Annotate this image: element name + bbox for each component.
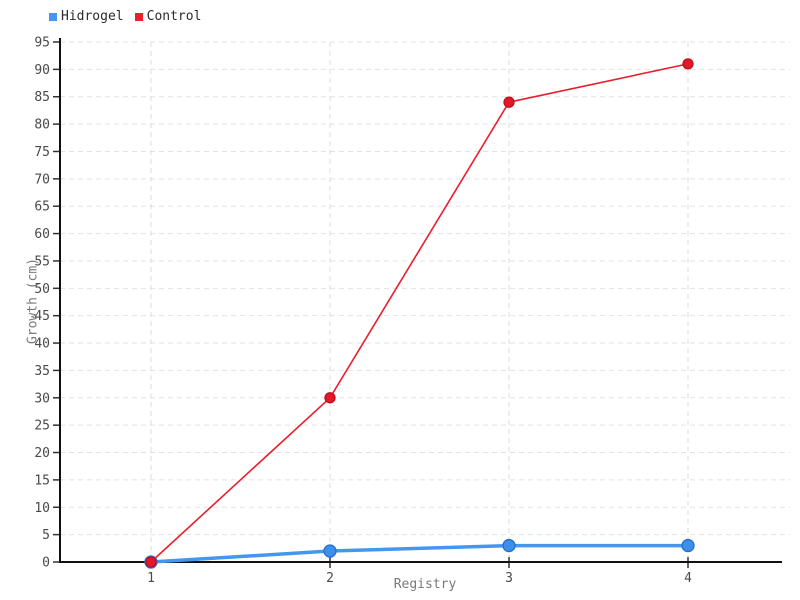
legend-label: Hidrogel <box>61 9 124 24</box>
y-axis-title: Growth (cm) <box>25 257 41 345</box>
x-axis-title: Registry <box>393 577 457 592</box>
y-tick-label: 80 <box>34 118 50 133</box>
y-tick-label: 15 <box>34 473 50 488</box>
data-point-control <box>145 556 157 568</box>
y-tick-label: 45 <box>34 309 50 324</box>
data-point-control <box>503 96 515 108</box>
y-tick-label: 30 <box>34 391 50 406</box>
x-tick-label: 2 <box>326 571 334 586</box>
y-tick-label: 70 <box>34 172 50 187</box>
y-tick-label: 95 <box>34 36 50 51</box>
data-point-hidrogel <box>323 544 337 558</box>
x-tick-label: 3 <box>505 571 513 586</box>
y-tick-label: 25 <box>34 419 50 434</box>
control-swatch-icon <box>134 12 143 21</box>
data-point-hidrogel <box>681 538 695 553</box>
series-line-control <box>150 63 689 563</box>
y-tick-label: 5 <box>42 528 50 543</box>
y-tick-label: 40 <box>34 337 50 352</box>
data-point-hidrogel <box>502 538 516 553</box>
hidrogel-swatch-icon <box>49 12 57 21</box>
y-tick-label: 0 <box>42 556 50 571</box>
y-tick-label: 10 <box>34 501 50 516</box>
x-tick-label: 4 <box>684 571 692 586</box>
legend-item-hidrogel[interactable]: Hidrogel <box>49 10 124 23</box>
series-line-hidrogel <box>149 543 690 564</box>
y-tick-label: 20 <box>34 446 50 461</box>
y-tick-label: 35 <box>34 364 50 379</box>
y-tick-label: 85 <box>34 90 50 105</box>
y-tick-label: 65 <box>34 200 50 215</box>
legend-label: Control <box>146 9 202 24</box>
y-tick-label: 60 <box>34 227 50 242</box>
legend-item-control[interactable]: Control <box>134 9 202 24</box>
data-point-control <box>324 392 336 404</box>
y-tick-label: 55 <box>34 254 50 269</box>
x-tick-label: 1 <box>147 571 155 586</box>
y-tick-label: 75 <box>34 145 50 160</box>
chart-legend: Hidrogel Control <box>49 10 201 23</box>
y-tick-label: 50 <box>34 282 50 297</box>
data-point-control <box>682 58 694 70</box>
y-tick-label: 90 <box>34 63 50 78</box>
